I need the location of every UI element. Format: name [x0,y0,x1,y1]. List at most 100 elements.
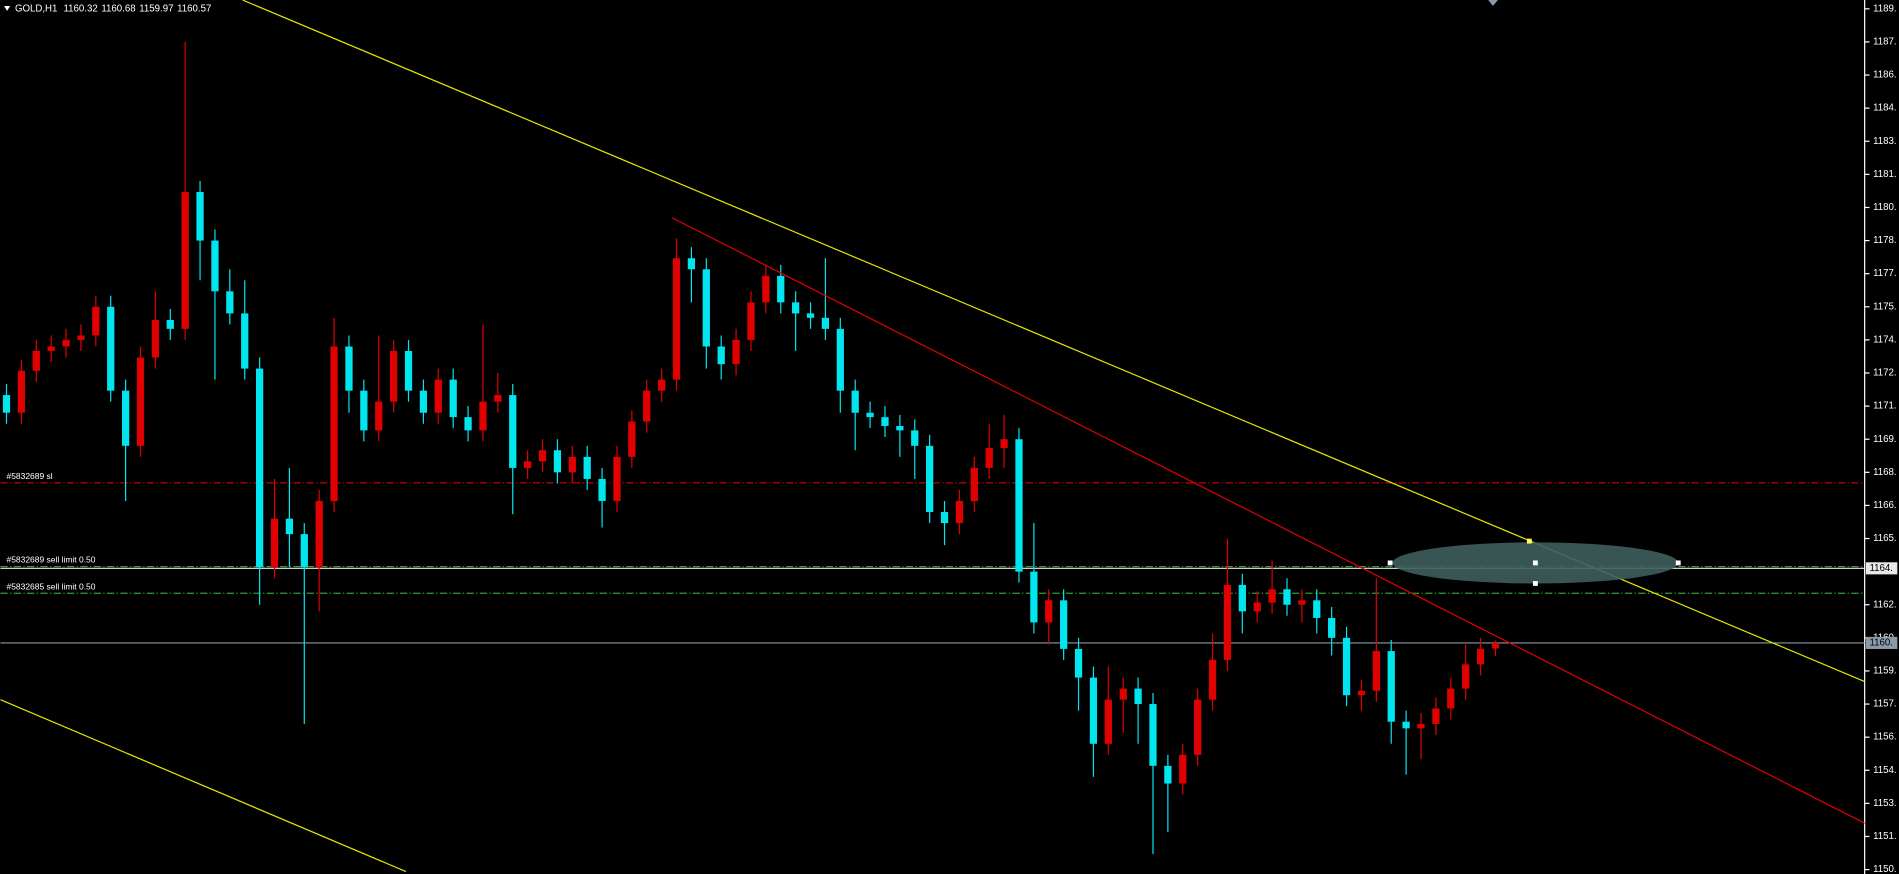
trendline[interactable] [672,217,1865,824]
low: 1159.97 [139,3,173,14]
candle-body [866,412,874,418]
candle-body [836,328,844,391]
candle-body [345,346,353,391]
candle-body [404,350,413,391]
handle[interactable] [1532,560,1538,566]
candle-body [47,346,55,351]
y-tick-label: 1168. [1873,467,1897,478]
candle-body [1432,708,1440,724]
y-tick-label: 1189. [1873,3,1897,14]
price-tag [1865,636,1898,649]
candle-body [77,335,85,340]
level-label: #5832689 sl [7,471,53,481]
y-tick-label: 1156. [1873,732,1897,743]
candle-body [62,339,70,347]
candle-body [1372,651,1380,691]
candle-body [300,534,308,568]
candle-body [1015,439,1023,572]
candle-body [255,368,264,568]
candle-body [1283,589,1291,605]
candle-body [1357,690,1366,696]
candle-body [419,390,428,413]
candle-body [1328,617,1336,638]
candle-body [1134,688,1142,705]
candle-body [628,421,636,457]
candle-body [1387,651,1395,722]
candle-body [598,478,606,502]
candle-body [196,192,204,241]
candle-body [687,258,696,270]
y-tick-label: 1171. [1873,401,1897,412]
candle-body [181,192,189,329]
candle-body [226,291,234,314]
candle-body [315,501,323,568]
candle-body [121,390,130,446]
y-tick-label: 1166. [1873,500,1897,511]
trendline[interactable] [0,699,407,873]
candle-body [1253,602,1261,612]
candle-body [1194,699,1202,755]
candle-body [881,417,889,426]
y-tick-label: 1187. [1873,36,1897,47]
candle-body [1119,688,1127,700]
candle-body [1268,589,1276,603]
candle-body [270,518,279,568]
candle-body [1447,688,1455,709]
y-tick-label: 1157. [1873,699,1897,710]
candle-body [911,430,919,446]
candle-body [1238,584,1246,612]
candle-body [1402,721,1410,729]
handle[interactable] [1387,560,1393,566]
candle-body [553,450,562,473]
price-tag-label: 1160. [1870,637,1894,648]
candle-body [926,445,934,513]
y-tick-label: 1180. [1873,202,1897,213]
candle-body [494,395,502,402]
y-tick-label: 1184. [1873,103,1897,114]
candle-body [747,302,755,340]
candle-body [940,512,949,524]
candle-body [1223,584,1232,660]
candle-body [211,240,219,292]
y-tick-label: 1151. [1873,831,1897,842]
candle-body [17,370,26,413]
candle-body [1000,439,1008,449]
candle-body [1313,600,1321,618]
candle-body [1164,765,1172,784]
candle-body [1149,704,1157,766]
candle-body [896,425,904,431]
candle-body [762,275,770,303]
candle-body [643,390,651,422]
level-label: #5832685 sell limit 0.50 [7,581,96,591]
y-tick-label: 1181. [1873,169,1897,180]
candle-body [1476,648,1485,665]
candle-body [985,448,993,468]
handle[interactable] [1675,560,1681,566]
candle-body [1491,642,1500,649]
candle-body [1030,571,1038,623]
price-axis: 1189. 1187. 1186. 1184. 1183. 1181. 1180. 1178.… [1864,3,1898,874]
candle-body [449,379,457,418]
candle-body [285,518,294,535]
candle-body [792,302,800,314]
handle[interactable] [1532,581,1538,586]
candle-body [434,379,442,413]
y-tick-label: 1159. [1873,666,1897,677]
candle-body [1417,723,1425,729]
candle-body [107,306,115,391]
candle-body [2,395,11,413]
candle-body [777,275,785,303]
candles [2,41,1500,855]
y-tick-label: 1162. [1873,599,1897,610]
menu-arrow[interactable] [4,6,11,11]
candle-body [955,501,964,524]
candle-body [702,269,710,347]
levels: #5832689 sl #5832689 sell limit 0.50 #5832… [0,471,1865,644]
candle-body [375,401,383,431]
candle-body [92,306,100,336]
candle-body [1074,648,1083,678]
chart-header: GOLD,H1 1160.32 1160.68 1159.97 1160.57 [15,3,211,14]
price-tag-label: 1164. [1870,563,1894,574]
handle[interactable] [1526,538,1532,544]
y-tick-label: 1165. [1873,533,1897,544]
